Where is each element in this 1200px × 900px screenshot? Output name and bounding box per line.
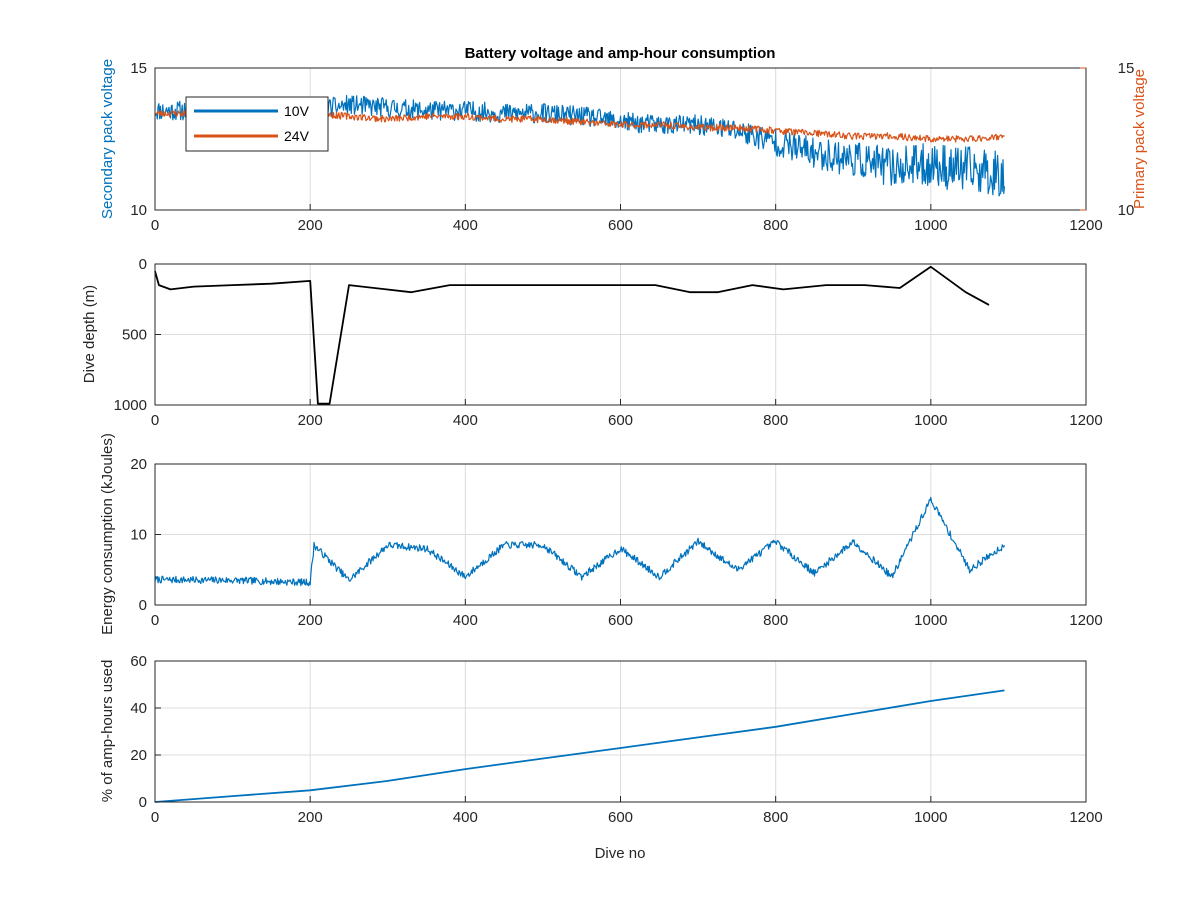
x-ticks-energy: 0 200 400 600 800 1000 1200: [151, 599, 1103, 629]
x-tick-label: 400: [453, 217, 478, 234]
y-tick-label: 40: [130, 700, 147, 717]
x-tick-label: 400: [453, 412, 478, 429]
series-line-energy: [154, 496, 1006, 587]
x-tick-label: 1000: [914, 412, 947, 429]
x-tick-label: 600: [608, 217, 633, 234]
x-tick-label: 1000: [914, 217, 947, 234]
x-tick-label: 800: [763, 809, 788, 826]
x-ticks-depth: 0 200 400 600 800 1000 1200: [151, 399, 1103, 429]
y-tick-label: 20: [130, 456, 147, 473]
x-tick-label: 200: [298, 612, 323, 629]
y-tick-label: 0: [139, 256, 147, 273]
ylabel-voltage-right: Primary pack voltage: [1131, 69, 1148, 209]
x-tick-label: 400: [453, 612, 478, 629]
ylabel-depth: Dive depth (m): [81, 285, 98, 383]
figure-title: Battery voltage and amp-hour consumption: [465, 45, 776, 62]
panel-voltage: 0 200 400 600 800 1000 1200 10 15 10 15 Secondar…: [99, 59, 1148, 234]
series-depth: [154, 265, 990, 405]
x-ticks-amp-hours: 0 200 400 600 800 1000 1200: [151, 796, 1103, 826]
series-line-depth: [154, 265, 990, 405]
x-ticks-voltage: 0 200 400 600 800 1000 1200: [151, 204, 1103, 234]
y-ticks-voltage-right: 10 15: [1080, 60, 1134, 219]
x-tick-label: 1200: [1069, 612, 1102, 629]
x-tick-label: 1000: [914, 612, 947, 629]
x-tick-label: 1200: [1069, 217, 1102, 234]
y-ticks-depth: 0 500 1000: [114, 256, 161, 414]
x-tick-label: 800: [763, 412, 788, 429]
y-tick-label: 0: [139, 794, 147, 811]
x-tick-label: 600: [608, 412, 633, 429]
y-tick-label: 0: [139, 597, 147, 614]
x-tick-label: 0: [151, 809, 159, 826]
legend-box: [185, 96, 329, 152]
y-tick-label: 20: [130, 747, 147, 764]
y-tick-label: 1000: [114, 397, 147, 414]
x-tick-label: 0: [151, 612, 159, 629]
ylabel-voltage-left: Secondary pack voltage: [99, 59, 116, 219]
y-tick-label: 500: [122, 327, 147, 344]
legend: 10V 24V: [185, 96, 329, 152]
series-energy: [154, 496, 1006, 587]
xlabel-dive-no: Dive no: [595, 845, 646, 862]
panel-depth: 0 200 400 600 800 1000 1200 0 500 1000 Dive dept…: [81, 256, 1103, 429]
x-tick-label: 200: [298, 412, 323, 429]
y-tick-label-right: 15: [1118, 60, 1135, 77]
series-line-amp_hours: [154, 689, 1005, 803]
y-ticks-amp-hours: 0 20 40 60: [130, 653, 161, 811]
x-tick-label: 800: [763, 217, 788, 234]
x-tick-label: 400: [453, 809, 478, 826]
series-amp-hours: [154, 689, 1005, 803]
y-ticks-energy: 0 10 20: [130, 456, 161, 614]
x-tick-label: 800: [763, 612, 788, 629]
x-tick-label: 1200: [1069, 412, 1102, 429]
x-tick-label: 600: [608, 809, 633, 826]
legend-label-10v: 10V: [284, 103, 310, 119]
x-tick-label: 600: [608, 612, 633, 629]
y-tick-label: 10: [130, 527, 147, 544]
grid-energy: [155, 464, 1086, 605]
x-tick-label: 1000: [914, 809, 947, 826]
ylabel-amp-hours: % of amp-hours used: [99, 660, 116, 803]
panel-amp-hours: 0 200 400 600 800 1000 1200 0 20 40 60 % of amp-h…: [99, 653, 1103, 862]
y-tick-label-right: 10: [1118, 202, 1135, 219]
x-tick-label: 200: [298, 809, 323, 826]
grid-amp-hours: [155, 661, 1086, 802]
y-tick-label: 60: [130, 653, 147, 670]
ylabel-energy: Energy consumption (kJoules): [99, 433, 116, 635]
x-tick-label: 0: [151, 412, 159, 429]
x-tick-label: 1200: [1069, 809, 1102, 826]
y-ticks-voltage: 10 15: [130, 60, 161, 219]
x-tick-label: 200: [298, 217, 323, 234]
y-tick-label: 15: [130, 60, 147, 77]
panel-energy: 0 200 400 600 800 1000 1200 0 10 20 Energy consu…: [99, 433, 1103, 635]
y-tick-label: 10: [130, 202, 147, 219]
x-tick-label: 0: [151, 217, 159, 234]
legend-label-24v: 24V: [284, 128, 310, 144]
